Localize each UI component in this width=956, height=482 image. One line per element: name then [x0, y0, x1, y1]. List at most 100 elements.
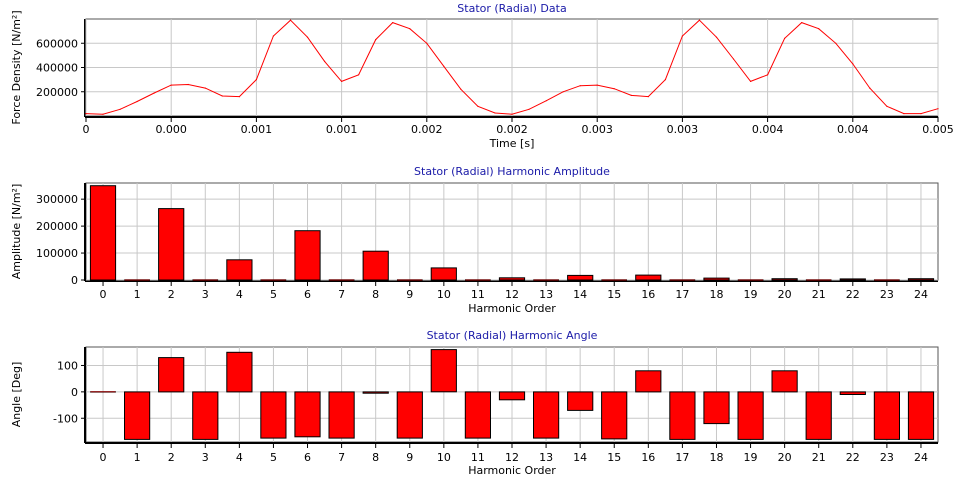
data-point	[153, 92, 155, 94]
bar	[465, 279, 491, 281]
chart-1: Stator (Radial) Data Time [s] Force Densit…	[10, 2, 954, 150]
chart-3: Stator (Radial) Harmonic Angle Harmonic O…	[10, 329, 939, 477]
data-point	[477, 105, 479, 107]
data-point	[715, 36, 718, 38]
bar	[89, 185, 117, 281]
bar	[192, 279, 219, 281]
x-tick-label: 21	[812, 451, 826, 464]
x-tick-label: 10	[437, 288, 451, 301]
bar	[874, 279, 900, 281]
data-point	[937, 108, 939, 110]
data-point	[238, 96, 240, 98]
bar	[328, 391, 355, 439]
x-tick-label: 11	[471, 451, 485, 464]
bar	[805, 391, 832, 440]
chart-title: Stator (Radial) Harmonic Amplitude	[414, 165, 610, 178]
bar	[601, 279, 627, 281]
bar	[226, 259, 253, 281]
y-tick-label: -100	[53, 412, 78, 425]
x-tick-label: 17	[675, 288, 689, 301]
x-tick-label: 23	[880, 288, 894, 301]
y-tick-label: 0	[71, 386, 78, 399]
bar	[635, 370, 662, 393]
data-point	[324, 60, 326, 63]
data-point	[443, 65, 445, 67]
x-tick-label: 0.000	[155, 123, 187, 136]
x-axis-label: Harmonic Order	[468, 302, 556, 315]
x-tick-label: 10	[437, 451, 451, 464]
bar	[533, 279, 559, 281]
data-point	[306, 36, 309, 38]
data-point	[630, 94, 632, 96]
x-tick-label: 12	[505, 288, 519, 301]
x-tick-label: 16	[641, 451, 655, 464]
data-point	[818, 28, 820, 30]
data-point	[698, 19, 701, 21]
bar	[328, 279, 355, 281]
bar	[260, 279, 287, 281]
data-point	[750, 80, 752, 82]
x-tick-label: 6	[304, 451, 311, 464]
data-point	[341, 80, 343, 82]
data-point	[528, 108, 530, 110]
x-tick-label: 3	[202, 288, 209, 301]
bar	[430, 267, 457, 281]
bar	[771, 370, 798, 393]
bar	[839, 391, 866, 395]
bar	[498, 391, 526, 401]
bar	[873, 391, 900, 440]
bar	[397, 279, 423, 281]
data-point	[664, 79, 667, 81]
x-tick-label: 24	[914, 451, 928, 464]
y-tick-label: 400000	[36, 62, 78, 75]
x-tick-label: 0.004	[752, 123, 784, 136]
x-tick-label: 16	[641, 288, 655, 301]
data-point	[255, 79, 257, 81]
data-point	[392, 22, 394, 24]
chart-title: Stator (Radial) Data	[457, 2, 566, 15]
x-tick-label: 4	[236, 451, 243, 464]
x-tick-label: 0.001	[241, 123, 273, 136]
bar	[362, 391, 389, 394]
x-tick-label: 14	[573, 451, 587, 464]
x-tick-label: 13	[539, 451, 553, 464]
x-tick-label: 18	[709, 451, 723, 464]
bar	[703, 277, 730, 281]
x-tick-label: 0	[100, 451, 107, 464]
x-tick-label: 15	[607, 288, 621, 301]
x-tick-label: 7	[338, 288, 345, 301]
data-point	[289, 19, 292, 21]
data-point	[358, 74, 360, 76]
x-tick-label: 9	[406, 288, 413, 301]
x-tick-label: 0.003	[667, 123, 699, 136]
x-tick-label: 0	[83, 123, 90, 136]
x-tick-label: 22	[846, 451, 860, 464]
data-point	[204, 87, 206, 89]
x-tick-label: 5	[270, 451, 277, 464]
data-point	[494, 112, 496, 114]
bar	[635, 274, 662, 281]
y-axis-label: Amplitude [N/m²]	[10, 184, 23, 280]
x-tick-label: 19	[744, 451, 758, 464]
bar	[533, 391, 560, 439]
bar	[567, 391, 594, 411]
data-point	[767, 74, 769, 76]
data-point	[852, 63, 854, 65]
bar	[158, 208, 185, 281]
chart-title: Stator (Radial) Harmonic Angle	[427, 329, 598, 342]
data-point	[272, 35, 274, 37]
x-tick-label: 14	[573, 288, 587, 301]
bar	[498, 277, 526, 281]
data-point	[460, 88, 462, 90]
y-tick-label: 0	[71, 274, 78, 287]
data-point	[732, 58, 735, 60]
x-tick-label: 20	[778, 288, 792, 301]
data-point	[187, 83, 189, 86]
data-point	[170, 84, 172, 86]
x-tick-label: 9	[406, 451, 413, 464]
bar	[839, 278, 866, 281]
bar	[362, 250, 389, 281]
x-tick-label: 8	[372, 288, 379, 301]
data-point	[119, 108, 121, 110]
